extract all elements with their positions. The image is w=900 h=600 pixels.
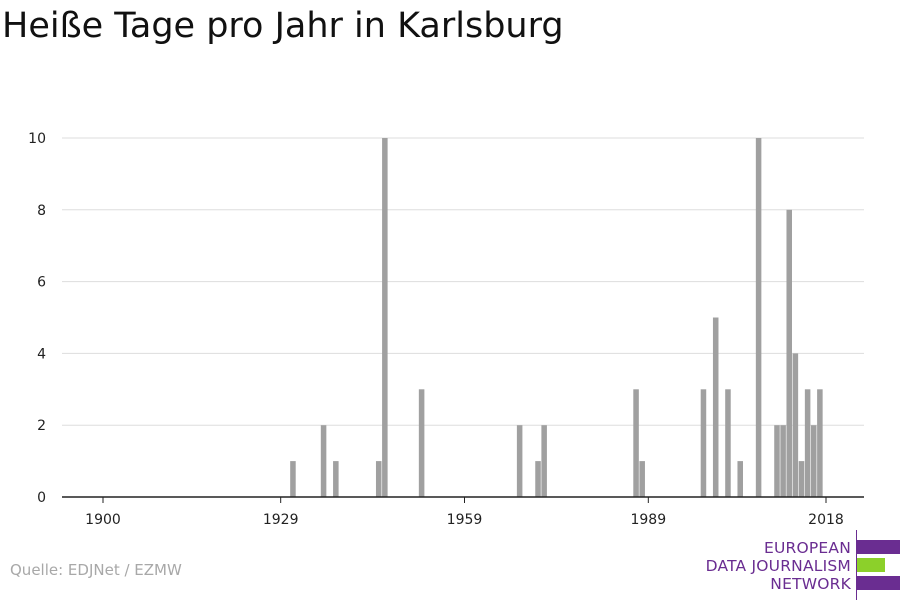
- x-tick-label: 1989: [630, 512, 666, 528]
- bar: [639, 461, 645, 497]
- bar: [804, 389, 811, 497]
- bar: [755, 138, 762, 497]
- source-note: Quelle: EDJNet / EZMW: [10, 561, 182, 579]
- gridlines: [62, 137, 864, 426]
- y-tick-label: 6: [37, 275, 46, 291]
- axes: [62, 496, 864, 503]
- bar: [817, 389, 823, 497]
- bar: [700, 389, 707, 497]
- bar: [798, 461, 805, 497]
- y-tick-label: 4: [37, 346, 46, 362]
- x-tick-label: 1900: [85, 512, 121, 528]
- x-tick-label: 1959: [447, 512, 483, 528]
- bar: [786, 209, 792, 498]
- chart-title: Heiße Tage pro Jahr in Karlsburg: [2, 6, 564, 46]
- bar: [382, 138, 388, 497]
- bar: [535, 461, 541, 497]
- logo-bar-green: [857, 558, 885, 572]
- logo-bar-purple-top: [857, 540, 900, 554]
- bar: [712, 317, 719, 497]
- x-tick-label: 2018: [808, 512, 844, 528]
- bar: [725, 389, 731, 497]
- bar: [774, 425, 780, 497]
- bar: [541, 425, 547, 497]
- bar: [633, 389, 639, 497]
- bar: [737, 461, 743, 497]
- bar: [780, 425, 786, 497]
- x-tick-labels: 1900 1929 1959 1989 2018: [85, 512, 844, 528]
- bar: [320, 425, 327, 497]
- y-tick-labels: 0 2 4 6 8 10: [28, 131, 46, 506]
- bar: [290, 461, 296, 497]
- y-tick-label: 8: [37, 203, 46, 219]
- y-tick-label: 0: [37, 490, 46, 506]
- y-tick-label: 10: [28, 131, 46, 147]
- logo-divider: [856, 530, 857, 600]
- logo-text-network: NETWORK: [770, 575, 851, 593]
- y-tick-label: 2: [37, 418, 46, 434]
- bar: [375, 461, 382, 497]
- bar-series: [290, 138, 823, 498]
- bar: [418, 389, 425, 497]
- bar: [810, 425, 817, 497]
- edjnet-logo: EUROPEAN DATA JOURNALISM NETWORK: [700, 530, 900, 600]
- bar: [516, 425, 523, 497]
- bar: [792, 353, 799, 497]
- logo-bar-purple-bottom: [857, 576, 900, 590]
- logo-text-data-journalism: DATA JOURNALISM: [705, 557, 851, 575]
- logo-text-european: EUROPEAN: [763, 539, 851, 557]
- bar: [333, 461, 339, 497]
- x-tick-label: 1929: [263, 512, 299, 528]
